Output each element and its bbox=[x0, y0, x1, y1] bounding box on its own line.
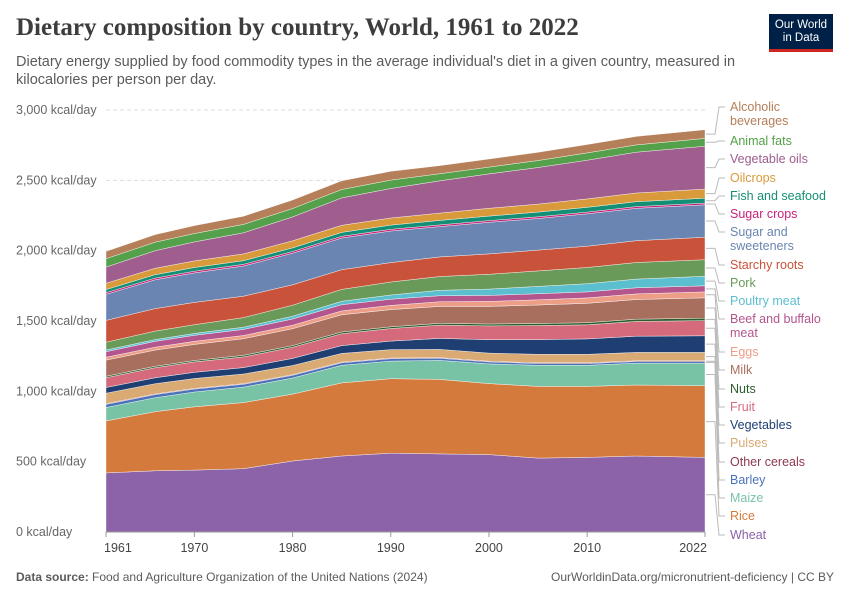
legend-connector bbox=[706, 327, 725, 408]
legend-label-alcoholic-beverages[interactable]: Alcoholic beverages bbox=[730, 100, 788, 128]
legend-connector bbox=[706, 421, 725, 517]
data-source: Data source: Food and Agriculture Organi… bbox=[16, 570, 428, 584]
legend-connector bbox=[706, 356, 725, 444]
legend-label-fish-and-seafood[interactable]: Fish and seafood bbox=[730, 189, 826, 203]
legend-label-sugar-and-sweeteners[interactable]: Sugar and sweeteners bbox=[730, 225, 794, 253]
y-tick-label: 500 kcal/day bbox=[16, 455, 87, 469]
legend-connector bbox=[706, 288, 725, 320]
legend-label-pulses[interactable]: Pulses bbox=[730, 436, 768, 450]
legend-connector bbox=[706, 374, 725, 499]
logo-line-1: Our World bbox=[774, 19, 828, 31]
legend-label-barley[interactable]: Barley bbox=[730, 473, 766, 487]
legend-label-vegetable-oils[interactable]: Vegetable oils bbox=[730, 152, 808, 166]
x-tick-label: 1961 bbox=[104, 541, 132, 555]
area-alcoholic-beverages[interactable] bbox=[105, 129, 706, 259]
x-tick-label: 2022 bbox=[679, 541, 707, 555]
legend-label-pork[interactable]: Pork bbox=[730, 276, 756, 290]
legend-label-other-cereals[interactable]: Other cereals bbox=[730, 455, 805, 469]
y-axis: 0 kcal/day 500 kcal/day 1,000 kcal/day 1,50… bbox=[16, 103, 97, 539]
legend-label-starchy-roots[interactable]: Starchy roots bbox=[730, 258, 804, 272]
x-tick-label: 1980 bbox=[279, 541, 307, 555]
data-source-text: Food and Agriculture Organization of the… bbox=[88, 570, 428, 584]
owid-logo[interactable]: Our World in Data bbox=[769, 14, 833, 52]
y-tick-label: 0 kcal/day bbox=[16, 525, 73, 539]
legend-connector bbox=[706, 203, 725, 215]
legend-label-maize[interactable]: Maize bbox=[730, 491, 763, 505]
legend-connector bbox=[706, 106, 725, 135]
legend-label-beef-and-buffalo-meat[interactable]: Beef and buffalo meat bbox=[730, 312, 821, 340]
chart-subtitle: Dietary energy supplied by food commodit… bbox=[16, 54, 736, 88]
legend-label-fruit[interactable]: Fruit bbox=[730, 400, 756, 414]
y-tick-label: 2,000 kcal/day bbox=[16, 244, 97, 258]
legend-connector bbox=[706, 158, 725, 169]
y-tick-label: 3,000 kcal/day bbox=[16, 103, 97, 117]
legend-connector bbox=[706, 343, 725, 426]
legend-connector bbox=[706, 247, 725, 266]
legend-connector bbox=[706, 307, 725, 371]
x-tick-label: 1990 bbox=[377, 541, 405, 555]
logo-line-2: in Data bbox=[782, 32, 820, 44]
data-source-label: Data source: bbox=[16, 570, 89, 584]
chart-title: Dietary composition by country, World, 1… bbox=[16, 14, 579, 41]
legend-connector bbox=[706, 294, 725, 353]
legend-connector bbox=[706, 318, 725, 390]
legend-connector bbox=[706, 360, 725, 463]
legend-label-nuts[interactable]: Nuts bbox=[730, 382, 756, 396]
legend-label-poultry-meat[interactable]: Poultry meat bbox=[730, 294, 801, 308]
legend[interactable]: Wheat Rice Maize Barley Other cereals Pulses V… bbox=[706, 100, 826, 542]
x-tick-label: 1970 bbox=[180, 541, 208, 555]
legend-connector bbox=[706, 195, 725, 202]
stacked-areas[interactable] bbox=[105, 129, 706, 533]
legend-connector bbox=[706, 494, 725, 536]
legend-connector bbox=[706, 140, 725, 143]
legend-label-sugar-crops[interactable]: Sugar crops bbox=[730, 207, 797, 221]
legend-label-rice[interactable]: Rice bbox=[730, 509, 755, 523]
legend-label-wheat[interactable]: Wheat bbox=[730, 528, 767, 542]
legend-connector bbox=[706, 220, 725, 233]
x-axis: 1961 1970 1980 1990 2000 2010 2022 bbox=[104, 532, 707, 555]
legend-label-oilcrops[interactable]: Oilcrops bbox=[730, 171, 776, 185]
legend-label-eggs[interactable]: Eggs bbox=[730, 345, 759, 359]
legend-connector bbox=[706, 177, 725, 195]
legend-connector bbox=[706, 280, 725, 302]
x-tick-label: 2000 bbox=[475, 541, 503, 555]
legend-label-milk[interactable]: Milk bbox=[730, 363, 753, 377]
footer-url[interactable]: OurWorldinData.org/micronutrient-deficie… bbox=[551, 570, 834, 584]
legend-label-vegetables[interactable]: Vegetables bbox=[730, 418, 792, 432]
y-tick-label: 2,500 kcal/day bbox=[16, 173, 97, 187]
legend-label-animal-fats[interactable]: Animal fats bbox=[730, 134, 792, 148]
y-tick-label: 1,000 kcal/day bbox=[16, 384, 97, 398]
y-tick-label: 1,500 kcal/day bbox=[16, 314, 97, 328]
x-tick-label: 2010 bbox=[573, 541, 601, 555]
legend-connector bbox=[706, 267, 725, 284]
